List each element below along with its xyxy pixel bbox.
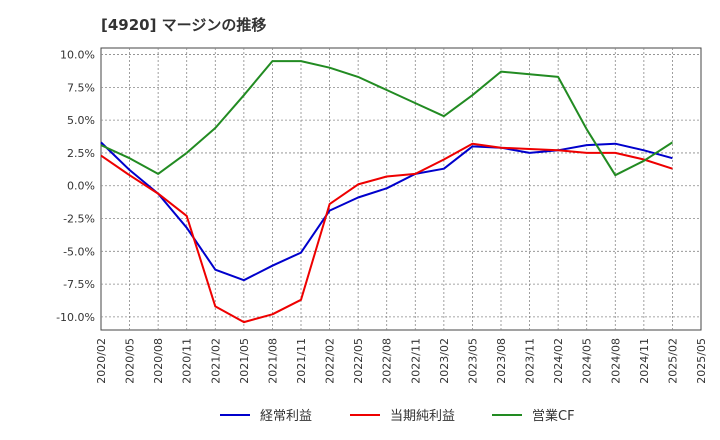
- x-tick-label: 2022/05: [352, 338, 365, 384]
- y-tick-label: 5.0%: [67, 114, 95, 127]
- y-tick-label: -7.5%: [63, 278, 95, 291]
- x-tick-label: 2020/05: [124, 338, 137, 384]
- x-tick-label: 2020/02: [95, 338, 108, 384]
- y-tick-label: -2.5%: [63, 213, 95, 226]
- y-tick-label: -10.0%: [56, 311, 95, 324]
- x-tick-label: 2020/08: [152, 338, 165, 384]
- x-tick-label: 2024/02: [552, 338, 565, 384]
- x-tick-label: 2023/08: [495, 338, 508, 384]
- x-tick-label: 2021/02: [209, 338, 222, 384]
- legend-label-2: 当期純利益: [390, 409, 455, 424]
- x-tick-label: 2025/02: [666, 338, 679, 384]
- x-tick-label: 2024/11: [638, 338, 651, 384]
- x-tick-label: 2021/08: [266, 338, 279, 384]
- y-tick-label: 2.5%: [67, 147, 95, 160]
- x-tick-label: 2022/02: [324, 338, 337, 384]
- x-tick-label: 2020/11: [181, 338, 194, 384]
- legend-label-1: 経常利益: [260, 409, 312, 424]
- x-tick-label: 2021/11: [295, 338, 308, 384]
- x-tick-label: 2025/05: [695, 338, 708, 384]
- series-line-1: [100, 141, 673, 282]
- x-tick-label: 2021/05: [238, 338, 251, 384]
- x-tick-label: 2023/05: [466, 338, 479, 384]
- y-tick-label: 10.0%: [60, 49, 95, 62]
- y-tick-label: -5.0%: [63, 245, 95, 258]
- series-line-3: [100, 60, 673, 177]
- x-tick-label: 2024/05: [581, 338, 594, 384]
- plot-area: [100, 47, 702, 331]
- chart-title: [4920] マージンの推移: [101, 16, 267, 34]
- x-tick-label: 2022/08: [381, 338, 394, 384]
- x-tick-label: 2022/11: [409, 338, 422, 384]
- legend-label-3: 営業CF: [532, 408, 575, 424]
- series-line-2: [100, 142, 673, 324]
- y-tick-label: 0.0%: [67, 180, 95, 193]
- x-tick-label: 2023/11: [524, 338, 537, 384]
- y-tick-label: 7.5%: [67, 81, 95, 94]
- x-tick-label: 2024/08: [609, 338, 622, 384]
- x-tick-label: 2023/02: [438, 338, 451, 384]
